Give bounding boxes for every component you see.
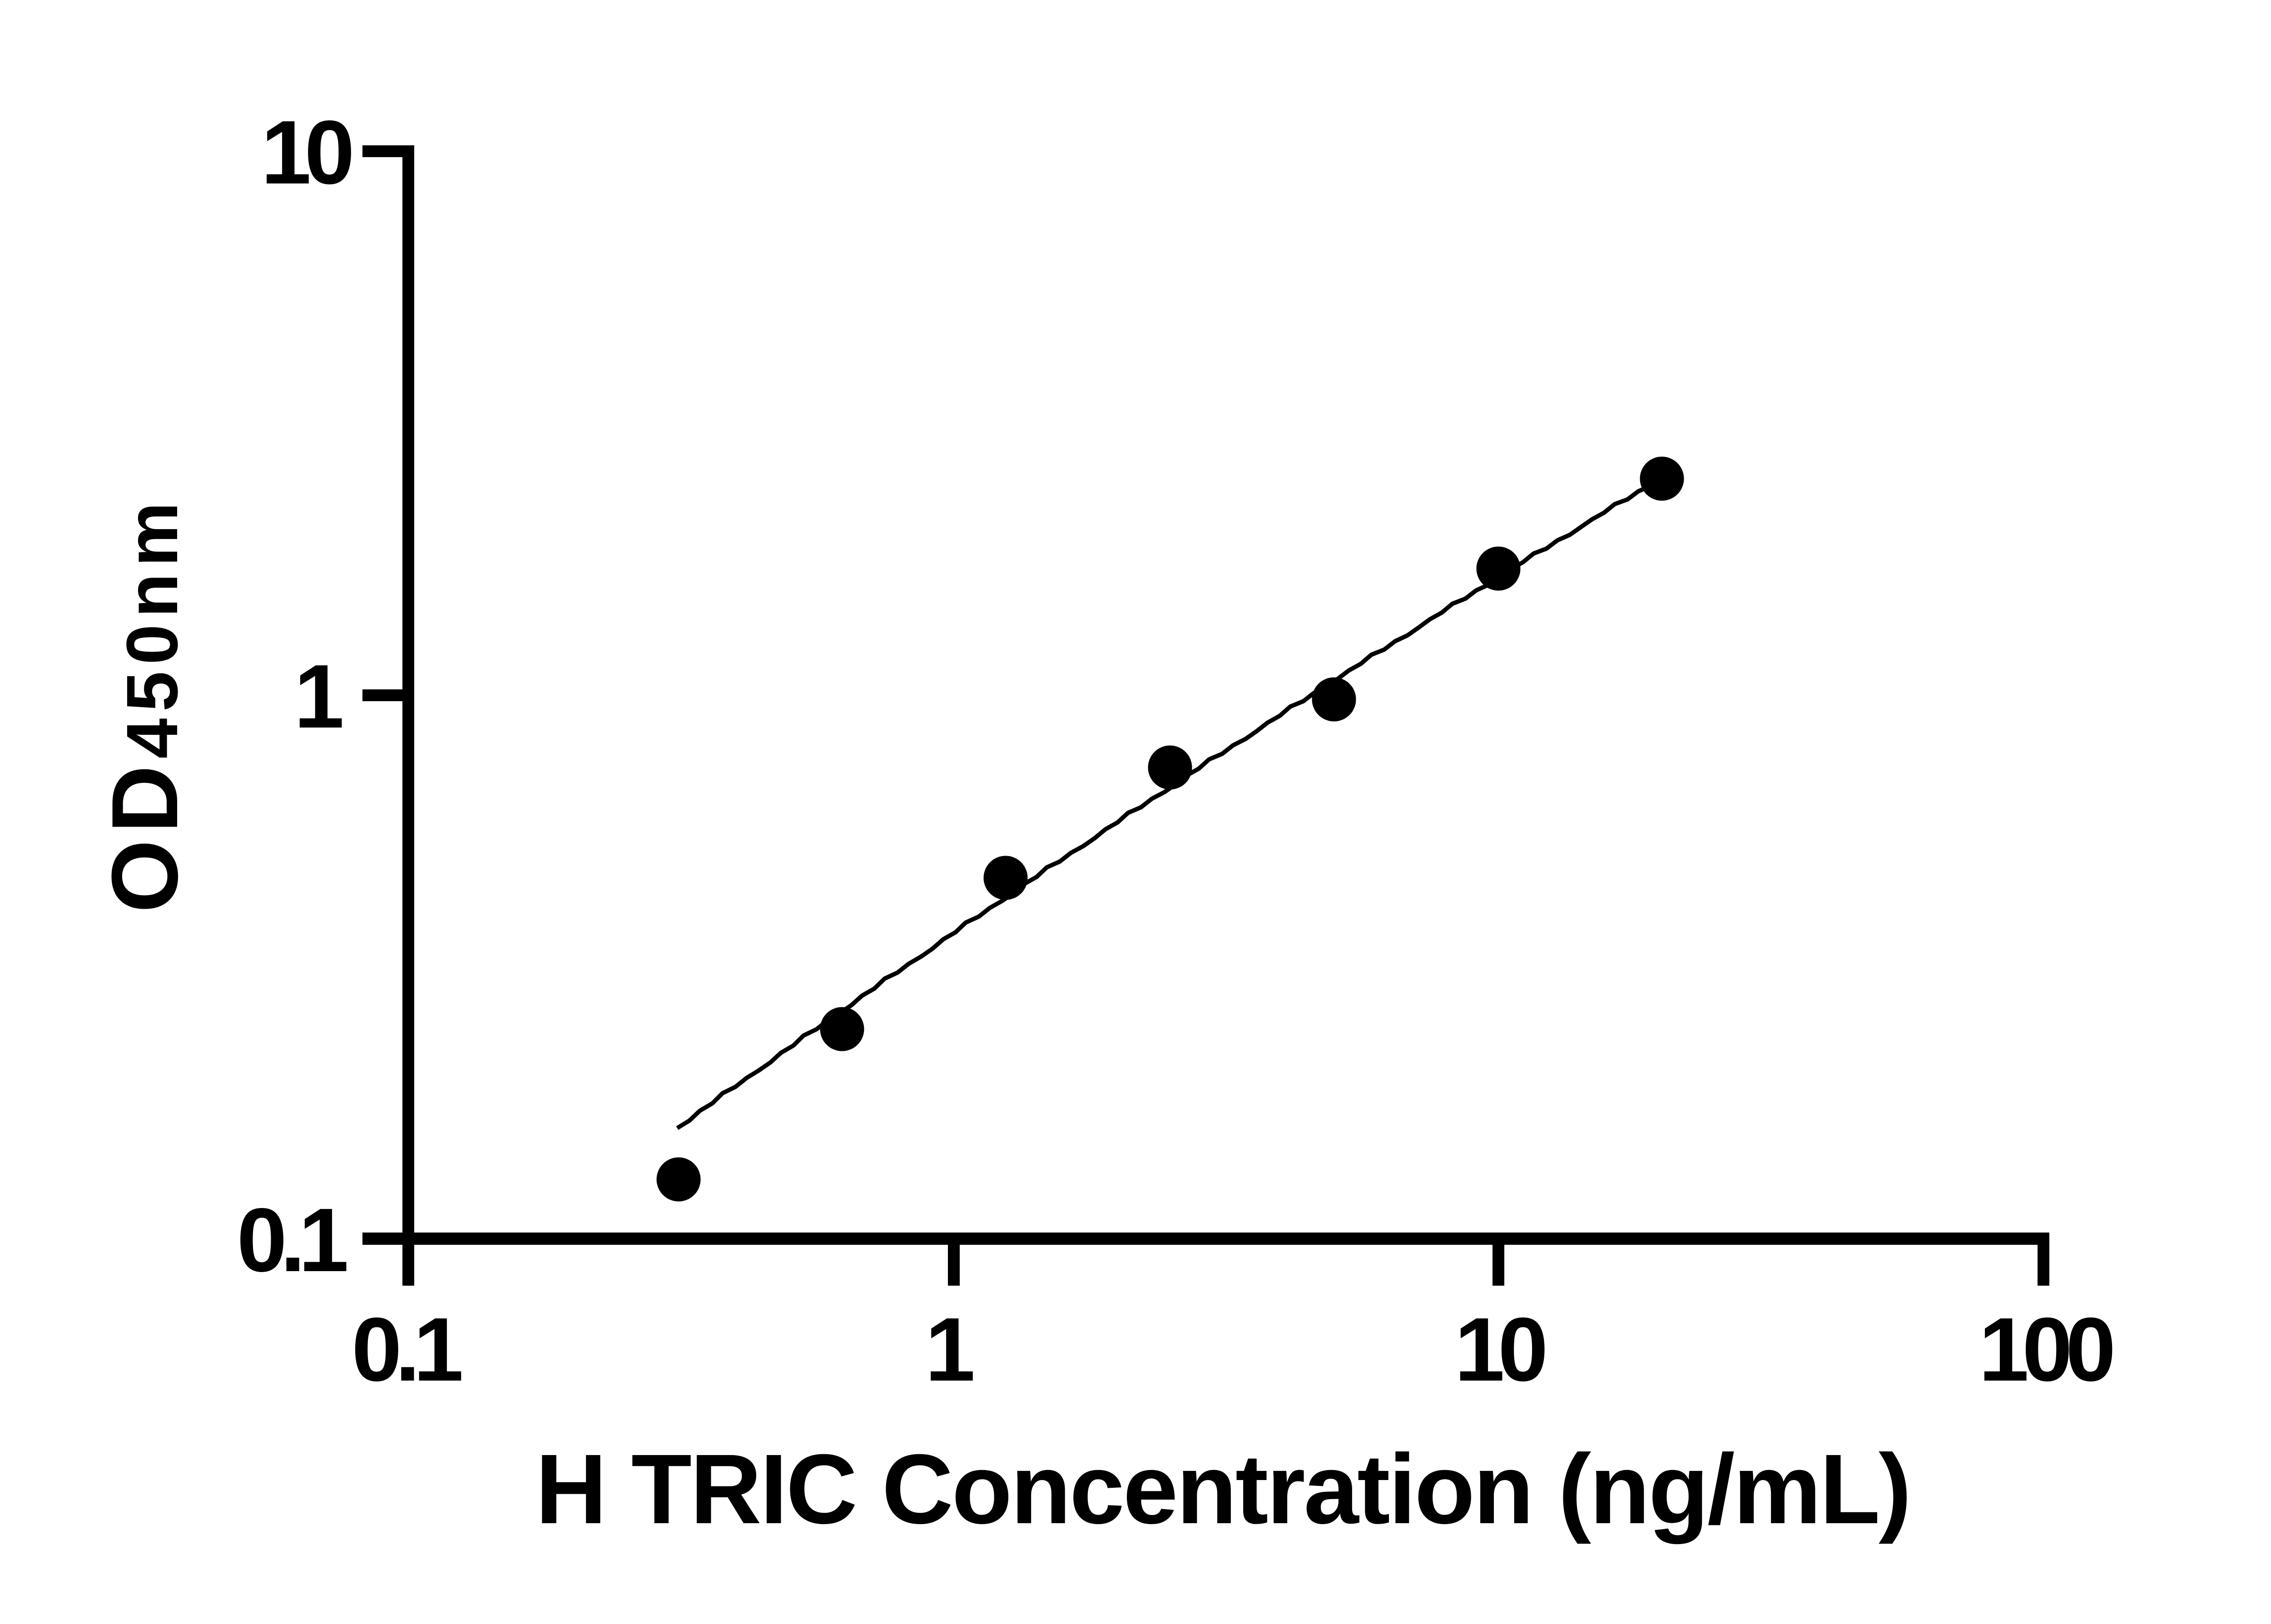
svg-text:1: 1 <box>925 1299 976 1400</box>
svg-text:0.1: 0.1 <box>237 1190 347 1291</box>
svg-text:10: 10 <box>1454 1299 1545 1400</box>
svg-text:0.1: 0.1 <box>352 1299 461 1400</box>
svg-text:10: 10 <box>261 102 352 203</box>
svg-text:100: 100 <box>1978 1299 2112 1400</box>
svg-text:OD450nm: OD450nm <box>92 495 197 913</box>
svg-text:H TRIC Concentration (ng/mL): H TRIC Concentration (ng/mL) <box>536 1434 1910 1545</box>
svg-text:1: 1 <box>294 646 344 747</box>
